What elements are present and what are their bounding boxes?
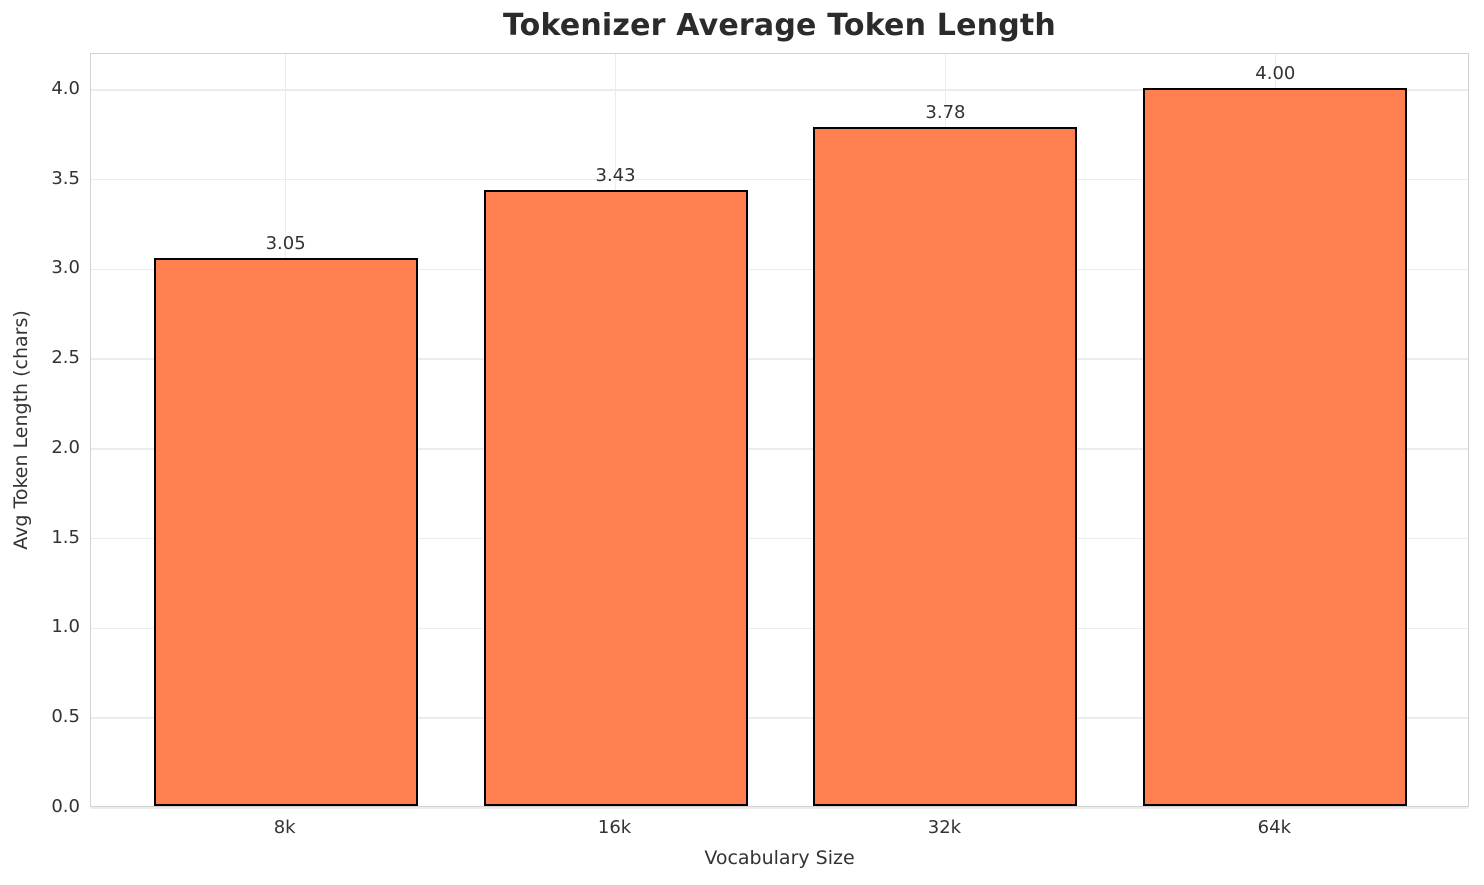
y-gridline xyxy=(91,807,1468,809)
y-gridline xyxy=(91,89,1468,91)
bar-64k xyxy=(1143,87,1408,806)
plot-area: 3.05 3.43 3.78 4.00 xyxy=(90,53,1469,809)
y-gridline xyxy=(91,178,1468,181)
y-gridline xyxy=(91,358,1468,360)
x-tick-label-16k: 16k xyxy=(597,817,632,838)
x-tick-label-64k: 64k xyxy=(1257,817,1291,838)
y-gridline xyxy=(91,537,1468,540)
x-tick-label-32k: 32k xyxy=(927,817,962,838)
y-gridline xyxy=(91,627,1468,630)
y-tick-label: 3.5 xyxy=(51,167,80,189)
y-gridline xyxy=(91,717,1468,719)
bar-16k xyxy=(483,190,748,806)
y-gridline xyxy=(91,448,1468,450)
y-tick-label: 1.5 xyxy=(51,526,80,548)
bar-value-label: 3.43 xyxy=(595,165,636,187)
x-tick-label-8k: 8k xyxy=(273,817,296,838)
chart-title: Tokenizer Average Token Length xyxy=(502,8,1056,43)
y-tick-label: 2.0 xyxy=(51,436,80,458)
bar-value-label: 3.78 xyxy=(925,102,966,124)
bar-value-label: 4.00 xyxy=(1255,62,1296,84)
bar-32k xyxy=(813,127,1078,806)
y-tick-label: 3.0 xyxy=(51,257,80,279)
y-tick-label: 0.0 xyxy=(51,796,80,817)
y-gridline xyxy=(91,268,1468,271)
bar-value-label: 3.05 xyxy=(265,233,306,255)
x-axis-label: Vocabulary Size xyxy=(704,847,855,869)
bar-8k xyxy=(153,258,418,806)
y-tick-label: 0.5 xyxy=(51,706,80,728)
y-tick-label: 4.0 xyxy=(51,77,80,99)
y-tick-label: 1.0 xyxy=(51,616,80,638)
y-tick-label: 2.5 xyxy=(51,347,80,369)
